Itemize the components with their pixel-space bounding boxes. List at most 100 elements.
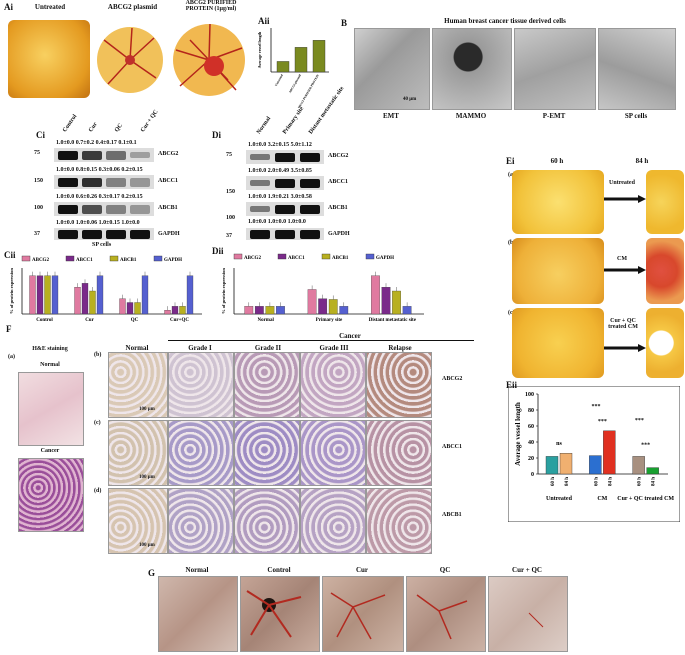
e-arrow-label-c: Cur + QC treated CM [608,318,638,330]
blot-d-strip-abcc1 [246,176,324,190]
bar [559,452,573,475]
bar [119,298,126,315]
micrograph-sp-cells [598,28,676,110]
chart-cii: ABCG2 ABCC1 ABCB1 GAPDH % of protein express… [9,255,202,323]
bar [371,275,380,315]
tick-label-x: Control [36,318,53,323]
g-label-cur-qc: Cur + QC [512,566,542,574]
legend-label: ABCB1 [332,256,349,261]
tick-label-x: Cur [85,318,94,323]
micrograph-emt: 40 µm [354,28,430,110]
blot-c-protein-0: ABCG2 [158,151,179,157]
ihc-image [366,420,432,486]
ihc-row-label-abcg2: ABCG2 [442,376,463,382]
bar [74,287,81,315]
legend-swatch [365,253,375,260]
he-label-cancer: Cancer [40,448,60,454]
he-title: H&E staining [32,346,68,352]
blot-c-strip-gapdh [54,228,154,240]
ihc-image [300,352,366,418]
g-image-cur [322,576,404,652]
blot-c: 1.0±0.0 0.7±0.2 0.4±0.17 0.1±0.1 75 ABCG… [34,140,204,250]
legend-label: ABCC1 [76,258,93,263]
bar [81,283,89,315]
bar [244,306,254,315]
tick-label-x-sub: 60 h [638,477,643,486]
bar [318,298,328,315]
legend-label: ABCG2 [244,256,261,261]
bar [402,306,412,315]
blot-c-footer: SP cells [92,242,112,248]
ihc-cancer-rule [168,340,474,341]
he-image-normal [18,372,84,446]
ihc-row-tag-c: (c) [94,420,101,426]
bar [96,275,104,315]
bar [179,306,186,315]
ihc-row-tag-d: (d) [94,488,102,494]
scalebar-label: 40 µm [403,97,417,102]
e-row-tag-c: (c) [508,310,515,316]
egg-caption-abcg2-protein: ABCG2 PURIFIED PROTEIN (1µg/ml) [185,0,237,12]
egg-image-abcg2-plasmid [94,20,166,98]
legend-swatch [21,255,31,262]
blot-c-col: QC [114,122,125,134]
bar [307,289,317,315]
panel-b-title: Human breast cancer tissue derived cells [444,17,566,25]
egg-e-untreated-60h [512,170,604,234]
axis-label-y: % of protein expression [221,268,226,314]
axis-label-y: % of protein expression [9,268,14,314]
blot-c-values-3: 1.0±0.0 1.0±0.06 1.0±0.15 1.0±0.0 [56,220,140,226]
ihc-image [366,488,432,554]
significance-label: *** [635,418,644,424]
panel-label-cii: Cii [4,250,16,260]
e-row-tag-b: (b) [508,240,515,246]
panel-label-g: G [148,568,156,578]
tick-label-x: Primary site [316,318,343,323]
ihc-image [300,420,366,486]
bar [339,306,349,315]
blot-c-mw-0: 75 [34,150,40,156]
micrograph-label-emt: EMT [383,112,399,120]
tick-label-x: Cur+QC [170,318,189,323]
he-tag: (a) [8,354,15,360]
legend-label: ABCB1 [120,258,137,263]
ihc-image [234,420,300,486]
bar [126,302,134,315]
tick-label-x: Untreated [274,73,284,86]
blot-d-mw-4: 37 [226,233,232,239]
micrograph-label-p-emt: P-EMT [542,112,566,120]
blot-c-protein-2: ABCB1 [158,205,178,211]
bar [51,275,59,315]
tick-label-x: Cur + QC treated CM [617,496,674,502]
g-image-normal [158,576,238,652]
chart-dii: ABCG2 ABCC1 ABCB1 GAPDH % of protein express… [221,253,424,323]
panel-label-eii: Eii [506,380,518,390]
bar [265,306,275,315]
blot-c-mw-2: 100 [34,205,43,211]
scalebar-label: 100 µm [139,475,155,480]
ihc-image: 100 µm [108,352,168,418]
ihc-image: 100 µm [108,420,168,486]
g-label-control: Control [267,566,291,574]
panel-label-f: F [6,324,12,334]
bar [254,306,264,315]
blot-c-col: Control [62,113,79,134]
blot-d-protein-1: ABCC1 [328,179,349,185]
legend-label: ABCG2 [32,258,49,263]
bar [646,467,659,475]
bar [328,299,338,315]
bar [141,275,149,315]
significance-label: *** [592,404,601,410]
legend-swatch [109,255,119,262]
bar [632,456,645,475]
blot-d-strip-abcg2 [246,150,324,164]
bar [89,290,96,315]
blot-d-values-0: 1.0±0.0 3.2±0.15 5.0±1.12 [248,142,312,148]
legend-swatch [233,253,243,260]
blot-d-values-1: 1.0±0.0 2.0±0.49 3.5±0.85 [248,168,312,174]
blot-d-col: Normal [256,115,273,136]
egg-caption-abcg2-plasmid: ABCG2 plasmid [107,3,158,11]
axis-label-y: Average vessel length [257,31,262,68]
panel-label-dii: Dii [212,246,224,256]
blot-d-protein-4: GAPDH [328,231,350,237]
